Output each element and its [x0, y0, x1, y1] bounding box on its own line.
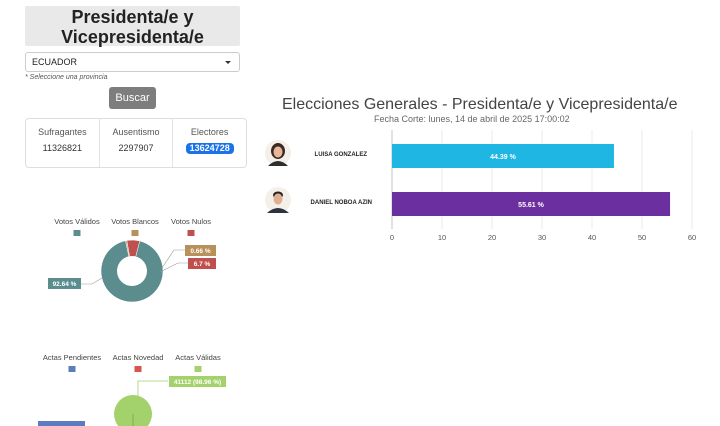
legend-label-pendientes: Actas Pendientes: [43, 353, 102, 362]
stat-value: 2297907: [118, 143, 154, 153]
page-title-line-1: Presidenta/e y: [71, 7, 194, 27]
bar: [392, 144, 614, 168]
data-label-box-validas: [169, 376, 226, 387]
data-label-blancos: 0.66 %: [190, 248, 210, 255]
stat-label: Electores: [190, 127, 229, 137]
data-label-box-validos: [48, 278, 81, 289]
province-hint: * Seleccione una provincia: [25, 74, 108, 81]
legend-swatch-blancos: [131, 230, 139, 236]
legend-label-validos: Votos Válidos: [54, 217, 100, 226]
data-label-box-blancos: [185, 245, 216, 256]
data-label-nulos: 6.7 %: [194, 261, 211, 268]
leader-line-validos: [78, 277, 103, 285]
x-tick-label: 10: [438, 233, 446, 242]
stats-card: Sufragantes 11326821 Ausentismo 2297907 …: [25, 118, 247, 168]
actas-pie-chart: Actas Pendientes Actas Novedad Actas Vál…: [38, 353, 226, 426]
legend-swatch-validos: [73, 230, 81, 236]
data-label-box-nulos: [188, 258, 216, 269]
bar-chart-title: Elecciones Generales - Presidenta/e y Vi…: [282, 96, 678, 113]
electores-badge: 13624728: [185, 143, 234, 154]
results-bar-chart: 0 10 20 30 40 50 60 LUISA GONZALEZ DANIEL NOBO…: [265, 130, 696, 242]
votes-donut-chart: Votos Válidos Votos Blancos Votos Nulos …: [48, 217, 216, 303]
legend-label-validas: Actas Válidas: [175, 353, 221, 362]
page-title: Presidenta/e y Vicepresidenta/e: [25, 6, 240, 47]
candidate-avatar-luisa: [265, 140, 291, 166]
stat-electores: Electores 13624728: [172, 119, 246, 167]
bar-chart-subtitle: Fecha Corte: lunes, 14 de abril de 2025 …: [374, 114, 570, 124]
stat-value: 11326821: [42, 143, 83, 153]
leader-line-blancos: [161, 249, 185, 269]
page-title-line-2: Vicepresidenta/e: [61, 27, 204, 47]
donut-hole: [117, 256, 147, 286]
bar-category-label: LUISA GONZALEZ: [315, 152, 368, 158]
stat-ausentismo: Ausentismo 2297907: [98, 119, 173, 167]
candidate-avatar-daniel: [265, 187, 291, 213]
stat-sufragantes: Sufragantes 11326821: [26, 119, 99, 167]
leader-line-nulos: [159, 262, 188, 273]
legend-label-novedad: Actas Novedad: [113, 353, 164, 362]
legend-swatch-pendientes: [68, 366, 76, 372]
bar-data-label: 44.39 %: [490, 154, 516, 161]
leader-line-validas: [137, 380, 168, 396]
actas-pendientes-bar: [38, 421, 85, 426]
bar-category-label: DANIEL NOBOA AZIN: [311, 200, 372, 206]
x-tick-label: 30: [538, 233, 546, 242]
x-tick-label: 60: [688, 233, 696, 242]
legend-swatch-novedad: [134, 366, 142, 372]
pie-slice-validas: [114, 395, 152, 426]
data-label-validas: 41112 (98.96 %): [174, 379, 221, 386]
province-select[interactable]: ECUADOR: [25, 52, 240, 72]
legend-swatch-validas: [194, 366, 202, 372]
search-button[interactable]: Buscar: [109, 87, 156, 109]
x-tick-label: 50: [638, 233, 646, 242]
x-tick-label: 20: [488, 233, 496, 242]
bar-data-label: 55.61 %: [518, 202, 544, 209]
chevron-down-icon: [225, 61, 231, 64]
stat-label: Sufragantes: [38, 127, 87, 137]
x-tick-label: 0: [390, 233, 394, 242]
stat-label: Ausentismo: [112, 127, 160, 137]
legend-swatch-nulos: [187, 230, 195, 236]
province-selected-value: ECUADOR: [32, 57, 78, 67]
bar: [392, 192, 671, 216]
legend-label-nulos: Votos Nulos: [171, 217, 211, 226]
legend-label-blancos: Votos Blancos: [111, 217, 159, 226]
x-tick-label: 40: [588, 233, 596, 242]
data-label-validos: 92.64 %: [53, 281, 77, 288]
